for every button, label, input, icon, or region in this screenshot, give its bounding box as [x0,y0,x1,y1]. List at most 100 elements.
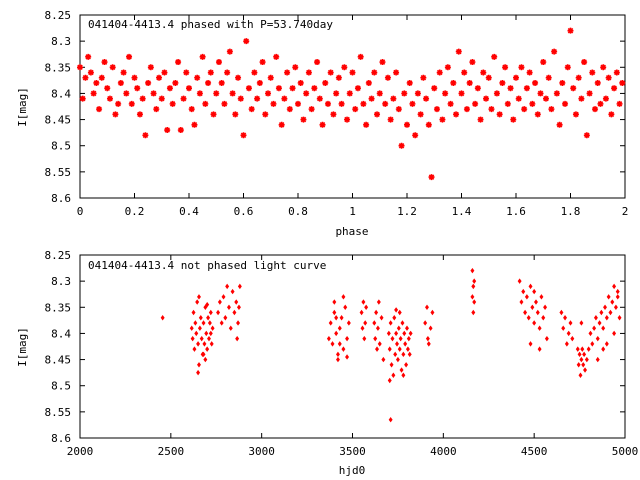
unphased-data-point [395,356,400,363]
phased-data-point [275,85,282,92]
unphased-data-point [526,315,531,321]
phased-data-point [322,79,329,86]
unphased-y-tick-label: 8.4 [51,327,71,340]
phased-y-tick-label: 8.25 [45,9,72,22]
unphased-data-point [341,294,346,300]
phased-data-point [480,69,487,76]
phased-data-point [553,90,560,97]
unphased-data-point [361,299,366,305]
phased-data-point [327,69,334,76]
phased-data-point [453,111,460,118]
unphased-data-point [597,320,602,326]
phased-data-point [319,121,326,128]
unphased-data-point [471,283,476,290]
phased-data-point [545,74,552,81]
phased-data-point [447,100,454,107]
phased-x-tick-label: 0 [77,205,84,218]
unphased-data-point [472,299,477,305]
unphased-data-point [592,325,597,331]
unphased-data-point [604,315,609,321]
phased-data-point [232,111,239,118]
phased-data-point [300,116,307,123]
phased-data-point [483,95,490,102]
phased-data-point [510,116,517,123]
unphased-data-point [373,335,378,342]
phased-data-point [572,111,579,118]
unphased-data-point [387,346,392,352]
phased-data-point [153,106,160,113]
phased-x-axis-label: phase [335,225,368,238]
phased-y-tick-label: 8.35 [45,61,72,74]
phased-data-point [104,85,111,92]
unphased-data-point [586,346,591,352]
phased-data-point [532,79,539,86]
phased-x-tick-label: 1 [349,205,356,218]
unphased-data-point [566,330,571,337]
unphased-y-tick-label: 8.3 [51,275,71,288]
phased-data-point [262,111,269,118]
phased-data-point [305,69,312,76]
phased-data-point [349,69,356,76]
unphased-data-point [189,325,194,331]
phased-data-point [254,95,261,102]
phased-data-point [177,127,184,134]
phased-data-point [504,100,511,107]
unphased-data-point [398,335,403,342]
phased-data-point [485,74,492,81]
phased-data-point [542,95,549,102]
unphased-data-point [197,294,201,300]
phased-data-point [194,74,201,81]
phased-data-point [586,90,593,97]
unphased-data-point [226,304,231,310]
unphased-data-point [210,325,215,331]
phased-y-tick-label: 8.45 [45,114,72,127]
unphased-data-point [568,320,573,326]
phased-data-point [82,74,89,81]
unphased-data-point [392,315,397,321]
phased-data-point [87,69,94,76]
unphased-data-point [603,304,607,310]
unphased-data-point [204,330,209,337]
phased-data-point [218,79,225,86]
unphased-y-axis-label: I[mag] [16,327,29,367]
unphased-data-point [517,278,522,284]
phased-data-point [436,69,443,76]
unphased-data-point [570,335,575,342]
unphased-data-point [595,335,600,342]
unphased-data-point [375,325,380,331]
phased-y-tick-label: 8.6 [51,192,71,205]
phased-data-point [256,79,263,86]
unphased-data-point [391,372,396,378]
phased-data-point [158,95,165,102]
phased-data-point [352,106,359,113]
unphased-data-point [346,320,351,326]
phased-data-point [474,85,481,92]
phased-data-point [109,64,116,71]
unphased-data-point [539,294,544,300]
phased-data-point [145,79,152,86]
unphased-data-point [388,320,393,326]
phased-data-point [150,90,157,97]
unphased-data-point [343,304,348,310]
unphased-data-point [364,304,369,310]
unphased-y-tick-label: 8.25 [45,249,72,262]
unphased-data-point [541,315,546,321]
unphased-data-point [425,304,429,310]
phased-data-point [311,85,318,92]
phased-data-point [529,100,536,107]
unphased-x-tick-label: 2000 [67,445,94,458]
phased-data-point [196,90,203,97]
phased-data-point [199,53,206,60]
unphased-data-point [408,330,413,337]
phased-data-point [371,69,378,76]
phased-data-point [297,79,304,86]
unphased-data-point [425,335,430,342]
unphased-data-point [208,309,213,316]
unphased-data-point [519,299,524,305]
unphased-data-point [335,351,340,358]
phased-data-point [341,64,348,71]
phased-data-point [414,90,421,97]
unphased-data-point [377,341,382,347]
phased-data-point [235,74,242,81]
unphased-data-point [328,320,333,326]
